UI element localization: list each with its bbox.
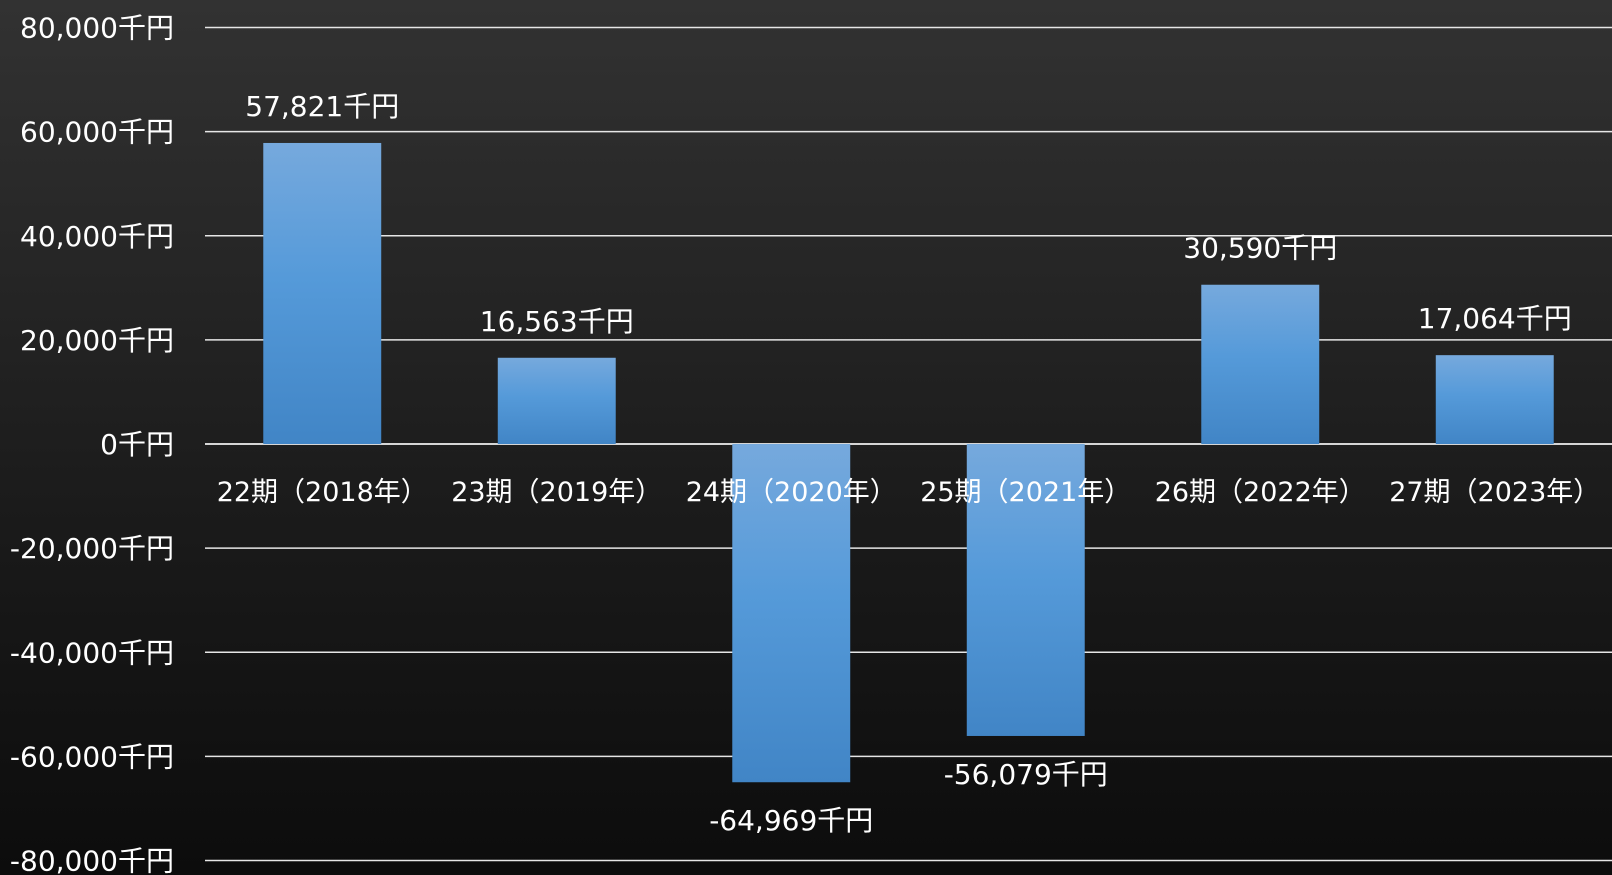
- y-tick-label: -80,000千円: [10, 845, 174, 875]
- y-axis-tick-labels: 80,000千円 60,000千円 40,000千円 20,000千円 0千円 -20,0…: [10, 12, 174, 875]
- data-label-4: -56,079千円: [944, 758, 1108, 791]
- y-tick-label: -20,000千円: [10, 532, 174, 565]
- bar-3: [732, 444, 851, 783]
- y-tick-label: 20,000千円: [20, 324, 174, 357]
- x-category-label: 22期（2018年）: [217, 477, 428, 508]
- y-tick-label: 60,000千円: [20, 116, 174, 149]
- y-tick-label: -60,000千円: [10, 740, 174, 773]
- data-label-3: -64,969千円: [709, 804, 873, 837]
- y-tick-label: 40,000千円: [20, 220, 174, 253]
- y-tick-label: 0千円: [100, 428, 174, 461]
- x-axis-category-labels: 22期（2018年） 23期（2019年） 24期（2020年） 25期（2021年）…: [217, 477, 1601, 508]
- bar-4: [966, 444, 1085, 736]
- x-category-label: 26期（2022年）: [1155, 477, 1366, 508]
- x-category-label: 27期（2023年）: [1389, 477, 1600, 508]
- y-tick-label: -40,000千円: [10, 636, 174, 669]
- x-category-label: 23期（2019年）: [451, 477, 662, 508]
- x-category-label: 25期（2021年）: [920, 477, 1131, 508]
- data-label-6: 17,064千円: [1418, 302, 1572, 335]
- data-label-5: 30,590千円: [1183, 232, 1337, 265]
- bars: [263, 142, 1554, 783]
- x-category-label: 24期（2020年）: [686, 477, 897, 508]
- y-tick-label: 80,000千円: [20, 12, 174, 45]
- gridlines: [205, 26, 1612, 862]
- data-label-1: 57,821千円: [245, 90, 399, 123]
- data-label-2: 16,563千円: [480, 305, 634, 338]
- bar-6: [1435, 355, 1554, 444]
- data-labels: 57,821千円 16,563千円 -64,969千円 -56,079千円 30,590…: [245, 90, 1571, 837]
- bar-2: [497, 357, 616, 444]
- bar-1: [263, 142, 382, 444]
- bar-5: [1201, 284, 1320, 444]
